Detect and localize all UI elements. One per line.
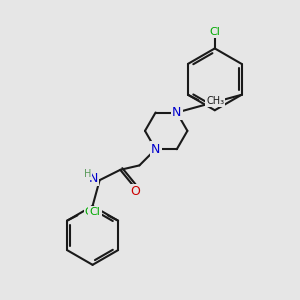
- Text: N: N: [151, 143, 160, 156]
- Text: N: N: [172, 106, 182, 119]
- Text: N: N: [89, 172, 98, 185]
- Text: H: H: [84, 169, 91, 179]
- Text: O: O: [130, 185, 140, 198]
- Text: Cl: Cl: [209, 27, 220, 37]
- Text: CH₃: CH₃: [206, 96, 224, 106]
- Text: Cl: Cl: [89, 207, 100, 218]
- Text: Cl: Cl: [85, 207, 96, 218]
